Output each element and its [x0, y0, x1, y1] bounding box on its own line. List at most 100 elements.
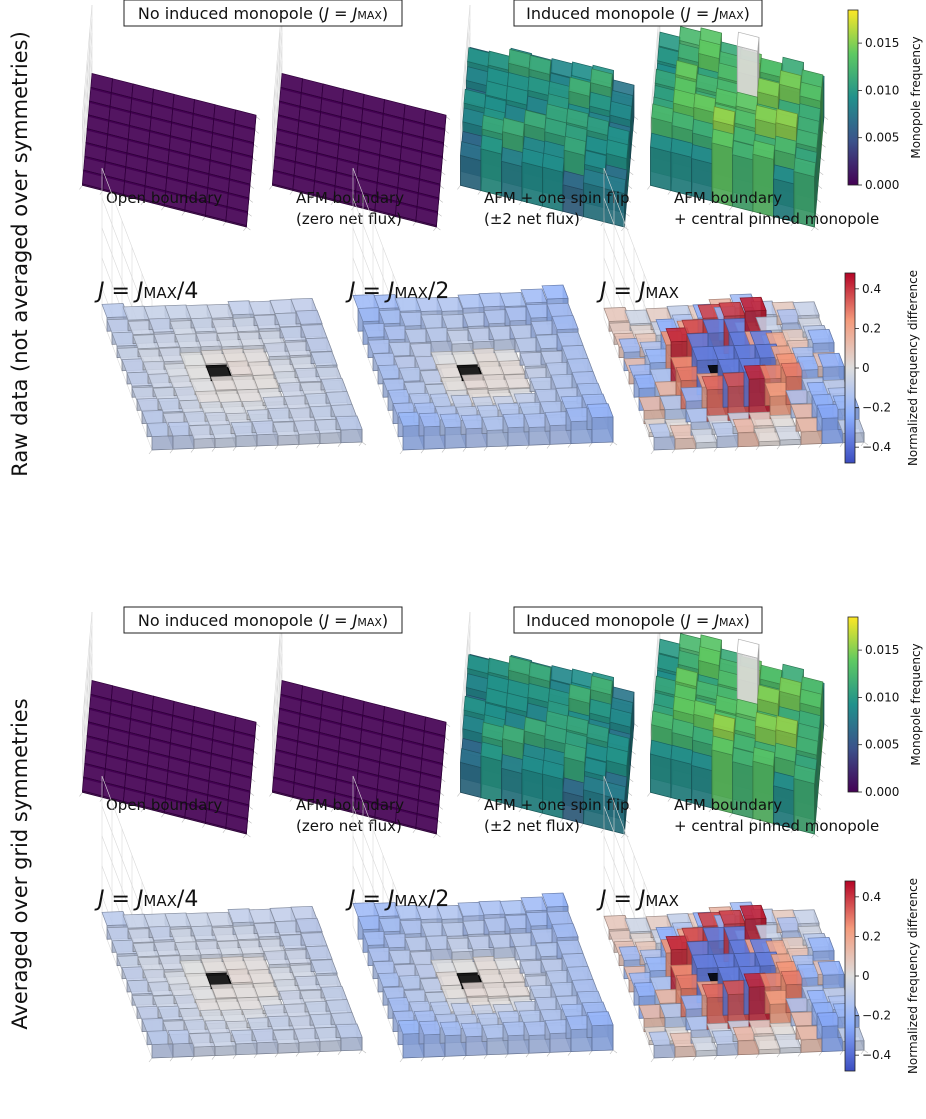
tick [820, 157, 825, 162]
tick [815, 212, 820, 217]
tick [253, 750, 258, 755]
tick [839, 1050, 844, 1055]
tick [211, 447, 216, 452]
bar-front [193, 1045, 216, 1057]
tick [822, 737, 827, 741]
colorbar-label: Normalized frequency difference [906, 270, 920, 466]
bar-top [310, 959, 338, 975]
bar-front [235, 434, 258, 448]
tick [441, 1056, 446, 1061]
grid-line [82, 46, 93, 158]
tick [437, 819, 442, 824]
j-label: J = JMAX [596, 279, 679, 304]
tick [211, 1055, 216, 1060]
tick [249, 792, 255, 796]
bar-top [807, 937, 835, 952]
panel-caption: AFM boundary [296, 189, 404, 207]
bar-top [817, 960, 845, 976]
bar [480, 741, 503, 804]
bar-top [718, 301, 746, 317]
j-label: J = JMAX/4 [94, 887, 198, 912]
header-frame [513, 0, 763, 27]
tick [630, 764, 635, 769]
bar-top [752, 139, 775, 160]
bar-top [546, 910, 574, 926]
tick [181, 211, 186, 216]
bar-front [752, 760, 774, 825]
tick [371, 211, 376, 216]
tick [609, 1049, 614, 1055]
tick [462, 1055, 467, 1060]
tick [181, 818, 186, 823]
tick [580, 216, 584, 221]
tick [361, 441, 367, 446]
tick [816, 199, 821, 203]
tick [361, 1049, 367, 1054]
tick [713, 447, 718, 452]
bar [650, 132, 673, 192]
tick [441, 171, 446, 176]
tick [202, 216, 206, 221]
bar-top [415, 206, 438, 226]
bar-top [775, 108, 798, 129]
panel-caption-sub: + central pinned monopole [674, 210, 879, 228]
tick [358, 1049, 363, 1055]
tick [816, 806, 821, 810]
tick [337, 1050, 342, 1055]
bars [101, 297, 363, 451]
tick [289, 190, 294, 195]
tick [839, 442, 844, 447]
tick [612, 441, 618, 446]
tick [399, 1057, 404, 1063]
grid-line [82, 18, 93, 130]
bar-top [499, 292, 527, 307]
tick [295, 444, 300, 449]
axis-ticks [647, 116, 829, 232]
tick [243, 833, 247, 839]
bar [123, 180, 146, 202]
bar-top [310, 351, 338, 367]
tick [627, 185, 633, 189]
bars [650, 26, 825, 228]
tick [631, 143, 636, 148]
colorbar-label: Monopole frequency [909, 36, 923, 158]
tick [588, 442, 593, 447]
header-text: Induced monopole (J = JMAX) [526, 4, 750, 23]
colorbar-tick-label: 0.005 [865, 738, 899, 752]
colorbar-gradient [847, 616, 859, 793]
bars [352, 284, 614, 451]
bar-top [736, 31, 760, 52]
tick [567, 443, 572, 448]
tick [734, 446, 739, 451]
tick [546, 444, 551, 449]
bar-front [235, 1042, 258, 1056]
tick [254, 737, 259, 741]
grid-line [460, 18, 471, 130]
bar-top [480, 134, 503, 155]
tick [295, 1052, 300, 1057]
tick [310, 195, 314, 200]
colorbar-tick-label: 0.015 [865, 643, 899, 657]
tick [438, 199, 443, 203]
colorbar-label: Monopole frequency [909, 643, 923, 765]
panel-caption: AFM boundary [674, 189, 782, 207]
grid-line [272, 60, 283, 172]
tick [190, 1056, 195, 1061]
bar [313, 180, 336, 202]
tick [713, 1055, 718, 1060]
bar-top [586, 403, 614, 419]
tick [412, 828, 417, 833]
bar-top [561, 345, 589, 360]
bar-top [590, 68, 613, 89]
tick [148, 1057, 153, 1063]
bar-front [172, 1042, 195, 1058]
tick [797, 444, 802, 449]
bar-front [752, 153, 774, 218]
tick [255, 116, 261, 120]
bar-top [556, 939, 584, 955]
bars [603, 293, 865, 451]
tick [392, 216, 396, 221]
tick [629, 778, 634, 783]
tick [330, 200, 335, 206]
bar [603, 174, 626, 228]
